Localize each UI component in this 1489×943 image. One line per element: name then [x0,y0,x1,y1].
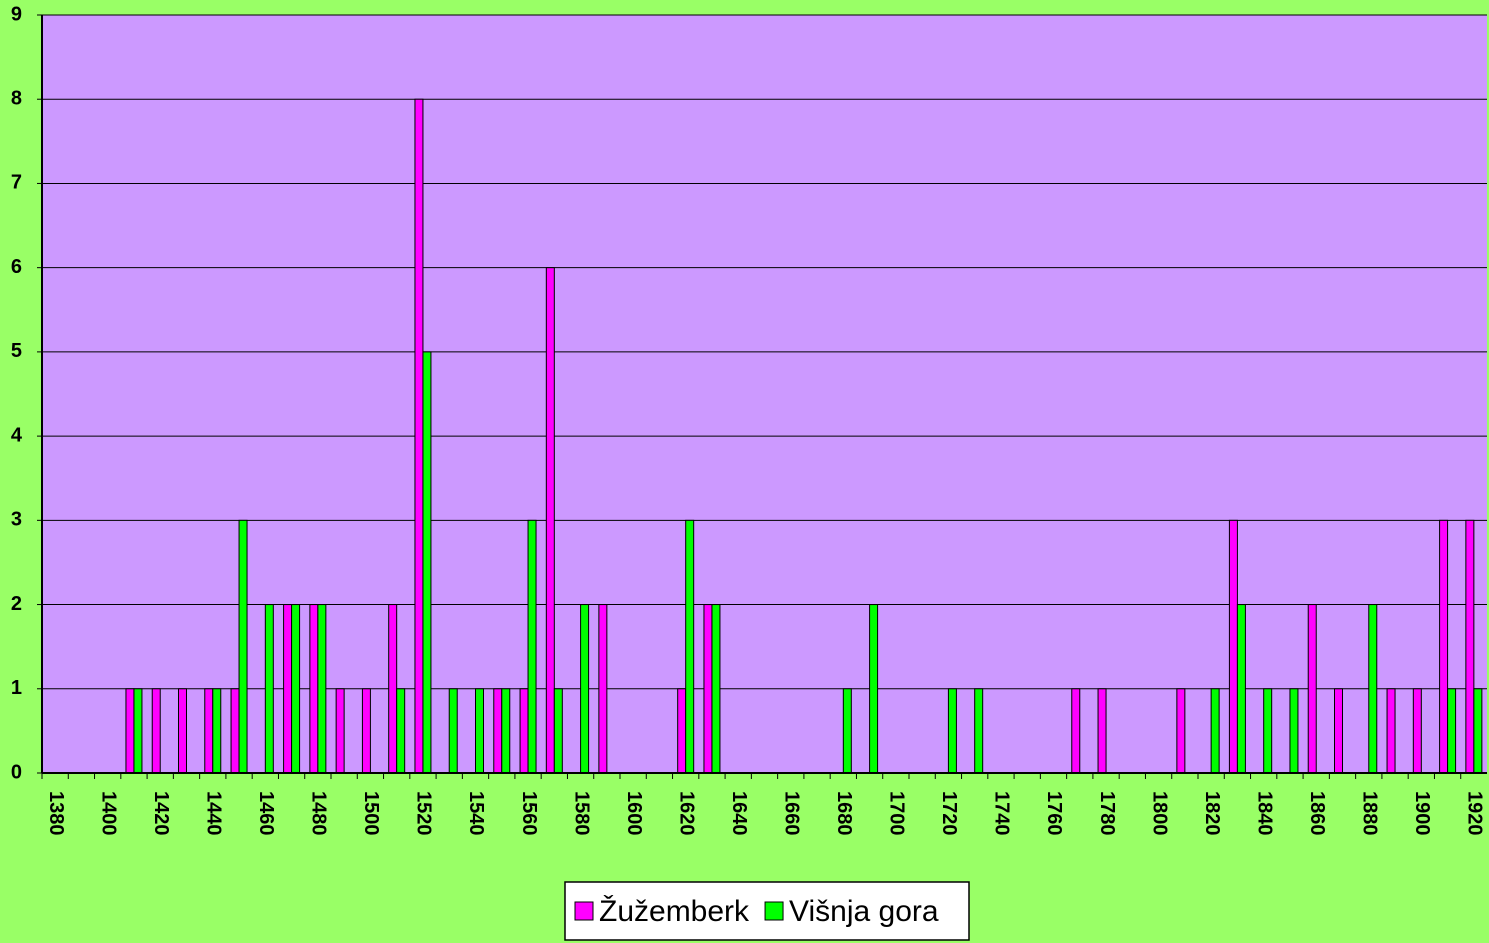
bar [553,688,563,774]
bar [125,688,135,774]
x-tick-label: 1760 [1043,791,1065,836]
bar [212,688,222,774]
bar [178,688,187,774]
bar [1439,519,1449,774]
bar [317,604,327,774]
x-tick-label: 1520 [413,791,435,836]
bar [1368,604,1378,774]
bar [475,688,484,774]
bar [493,688,503,774]
bar [1097,688,1107,774]
y-tick-label: 5 [11,340,22,362]
bar [238,519,248,774]
bar [1465,519,1475,774]
plot-area [42,15,1487,773]
bar [151,688,161,774]
bar [1386,688,1396,774]
x-tick-label: 1700 [886,791,908,836]
bar [335,688,345,774]
bar [204,688,214,774]
x-tick-label: 1840 [1253,791,1275,836]
bar [448,688,458,774]
bar [598,604,608,774]
x-tick-label: 1740 [991,791,1013,836]
bar [133,688,143,774]
x-tick-label: 1780 [1096,791,1118,836]
bar [677,688,687,774]
bar [703,604,713,774]
x-tick-label: 1720 [938,791,960,836]
bar [309,604,319,774]
bar [388,604,398,774]
x-tick-label: 1540 [465,791,487,836]
bar [1263,688,1273,774]
x-tick-label: 1620 [675,791,697,836]
x-tick-label: 1580 [570,791,592,836]
bar [1210,688,1220,774]
y-tick-label: 3 [11,509,22,531]
bar [1334,688,1343,774]
x-tick-label: 1440 [202,791,224,836]
bar [361,688,371,774]
bar [283,604,293,774]
x-tick-label: 1480 [308,791,330,836]
x-tick-label: 1400 [97,791,119,836]
bar [1307,604,1317,774]
y-tick-label: 8 [11,88,22,110]
y-tick-label: 7 [11,172,22,194]
x-tick-label: 1920 [1464,791,1486,836]
x-tick-label: 1820 [1201,791,1223,836]
bar [291,604,301,774]
x-tick-label: 1560 [518,791,540,836]
bar [947,688,957,774]
x-tick-label: 1500 [360,791,382,836]
y-tick-label: 9 [11,3,22,25]
legend-swatch [574,901,594,921]
legend-label: Žužemberk [599,895,750,928]
bar [422,351,432,774]
bar [580,604,590,774]
bar [1447,688,1457,774]
x-tick-label: 1900 [1411,791,1433,836]
x-tick-label: 1640 [728,791,750,836]
bar [1071,688,1081,774]
y-tick-label: 0 [11,761,22,783]
legend-swatch [764,901,784,921]
bar [842,688,852,774]
bar [545,267,555,774]
bar [527,519,537,774]
bar [1473,688,1483,774]
bar [230,688,240,774]
bar [711,604,721,774]
y-tick-label: 4 [11,424,23,446]
legend-label: Višnja gora [789,895,939,928]
x-tick-label: 1600 [623,791,645,836]
bar [264,604,274,774]
y-tick-label: 2 [11,593,22,615]
bar [1289,688,1299,774]
bar [1236,604,1246,774]
x-tick-label: 1800 [1148,791,1170,836]
x-tick-label: 1420 [150,791,172,836]
x-tick-label: 1460 [255,791,277,836]
x-tick-label: 1680 [833,791,855,836]
bar [396,688,406,774]
x-tick-label: 1380 [45,791,67,836]
bar [414,98,424,774]
bar [685,519,695,774]
x-tick-label: 1880 [1358,791,1380,836]
bar [1176,688,1186,774]
bar [501,688,511,774]
bar [1228,519,1238,774]
y-tick-label: 1 [11,677,22,699]
bar [1412,688,1422,774]
bar [974,688,984,774]
bar [869,604,879,774]
bar [519,688,529,774]
x-tick-label: 1660 [780,791,802,836]
x-tick-label: 1860 [1306,791,1328,836]
y-tick-label: 6 [11,256,22,278]
